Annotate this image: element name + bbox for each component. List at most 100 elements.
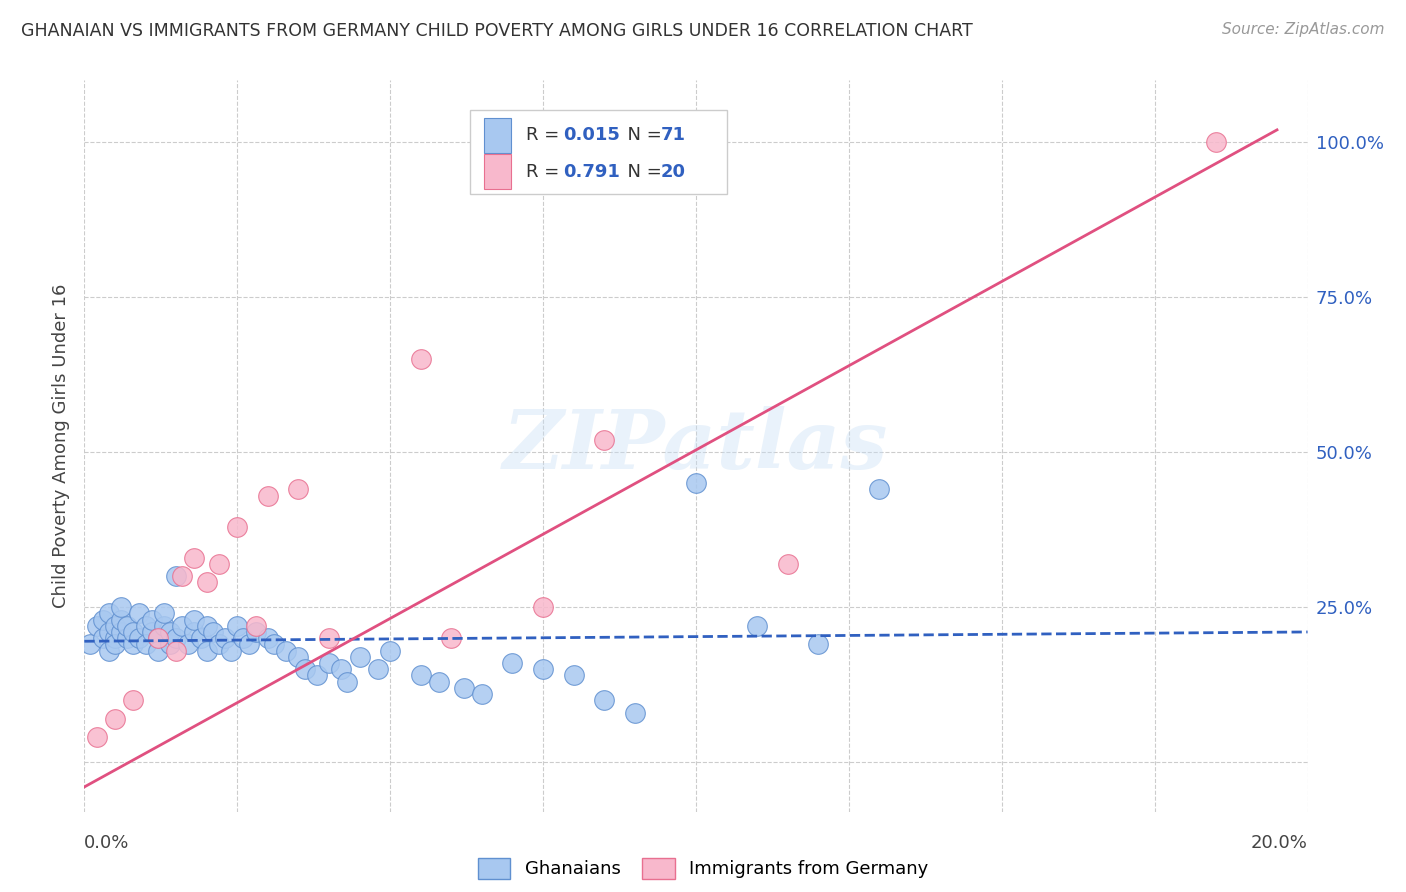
- Point: [165, 569, 187, 583]
- Point: [146, 643, 169, 657]
- Point: [190, 631, 212, 645]
- Point: [172, 569, 194, 583]
- Point: [165, 643, 187, 657]
- Point: [276, 643, 298, 657]
- Point: [104, 631, 127, 645]
- Point: [86, 731, 108, 745]
- Point: [86, 619, 108, 633]
- Text: R =: R =: [526, 126, 565, 145]
- Point: [97, 643, 120, 657]
- Point: [257, 631, 280, 645]
- Text: N =: N =: [616, 126, 668, 145]
- Point: [685, 476, 707, 491]
- FancyBboxPatch shape: [484, 154, 512, 189]
- Point: [141, 624, 163, 639]
- Point: [195, 619, 218, 633]
- Point: [172, 619, 194, 633]
- Point: [115, 631, 138, 645]
- Point: [208, 557, 231, 571]
- Point: [195, 643, 218, 657]
- Point: [183, 624, 205, 639]
- Point: [110, 613, 132, 627]
- Point: [440, 631, 463, 645]
- Point: [104, 637, 127, 651]
- Text: N =: N =: [616, 162, 668, 181]
- Point: [624, 706, 647, 720]
- Point: [336, 674, 359, 689]
- Point: [807, 637, 830, 651]
- Point: [153, 619, 176, 633]
- Point: [409, 668, 432, 682]
- Text: 0.015: 0.015: [562, 126, 620, 145]
- Point: [287, 483, 309, 497]
- Text: Source: ZipAtlas.com: Source: ZipAtlas.com: [1222, 22, 1385, 37]
- Point: [562, 668, 585, 682]
- Point: [122, 637, 145, 651]
- Point: [122, 693, 145, 707]
- Point: [287, 649, 309, 664]
- Point: [238, 637, 260, 651]
- Text: 0.0%: 0.0%: [84, 834, 129, 852]
- Point: [471, 687, 494, 701]
- Point: [330, 662, 353, 676]
- Point: [159, 637, 181, 651]
- Point: [201, 624, 224, 639]
- Point: [97, 624, 120, 639]
- Point: [776, 557, 799, 571]
- Text: R =: R =: [526, 162, 565, 181]
- Text: 20.0%: 20.0%: [1251, 834, 1308, 852]
- Point: [195, 575, 218, 590]
- Point: [135, 619, 157, 633]
- Point: [294, 662, 316, 676]
- Point: [380, 643, 402, 657]
- Point: [318, 656, 340, 670]
- Point: [104, 619, 127, 633]
- Text: ZIPatlas: ZIPatlas: [503, 406, 889, 486]
- Point: [219, 643, 242, 657]
- Point: [226, 519, 249, 533]
- Point: [91, 631, 114, 645]
- Point: [453, 681, 475, 695]
- Point: [747, 619, 769, 633]
- Text: 71: 71: [661, 126, 686, 145]
- FancyBboxPatch shape: [470, 110, 727, 194]
- Text: 0.791: 0.791: [562, 162, 620, 181]
- Point: [257, 489, 280, 503]
- Point: [91, 613, 114, 627]
- Point: [869, 483, 891, 497]
- Y-axis label: Child Poverty Among Girls Under 16: Child Poverty Among Girls Under 16: [52, 284, 70, 608]
- Point: [165, 631, 187, 645]
- Point: [79, 637, 101, 651]
- Point: [263, 637, 285, 651]
- Point: [177, 637, 200, 651]
- Point: [349, 649, 371, 664]
- FancyBboxPatch shape: [484, 118, 512, 153]
- Point: [305, 668, 328, 682]
- Point: [159, 624, 181, 639]
- Text: GHANAIAN VS IMMIGRANTS FROM GERMANY CHILD POVERTY AMONG GIRLS UNDER 16 CORRELATI: GHANAIAN VS IMMIGRANTS FROM GERMANY CHIL…: [21, 22, 973, 40]
- Point: [226, 619, 249, 633]
- Point: [427, 674, 450, 689]
- Point: [232, 631, 254, 645]
- Point: [153, 607, 176, 621]
- Point: [531, 600, 554, 615]
- Point: [104, 712, 127, 726]
- Point: [245, 624, 267, 639]
- Point: [183, 550, 205, 565]
- Point: [128, 631, 150, 645]
- Point: [146, 631, 169, 645]
- Point: [245, 619, 267, 633]
- Point: [122, 624, 145, 639]
- Point: [367, 662, 389, 676]
- Text: 20: 20: [661, 162, 686, 181]
- Point: [531, 662, 554, 676]
- Point: [214, 631, 236, 645]
- Legend: Ghanaians, Immigrants from Germany: Ghanaians, Immigrants from Germany: [478, 858, 928, 879]
- Point: [135, 637, 157, 651]
- Point: [141, 613, 163, 627]
- Point: [502, 656, 524, 670]
- Point: [318, 631, 340, 645]
- Point: [409, 352, 432, 367]
- Point: [593, 433, 616, 447]
- Point: [128, 607, 150, 621]
